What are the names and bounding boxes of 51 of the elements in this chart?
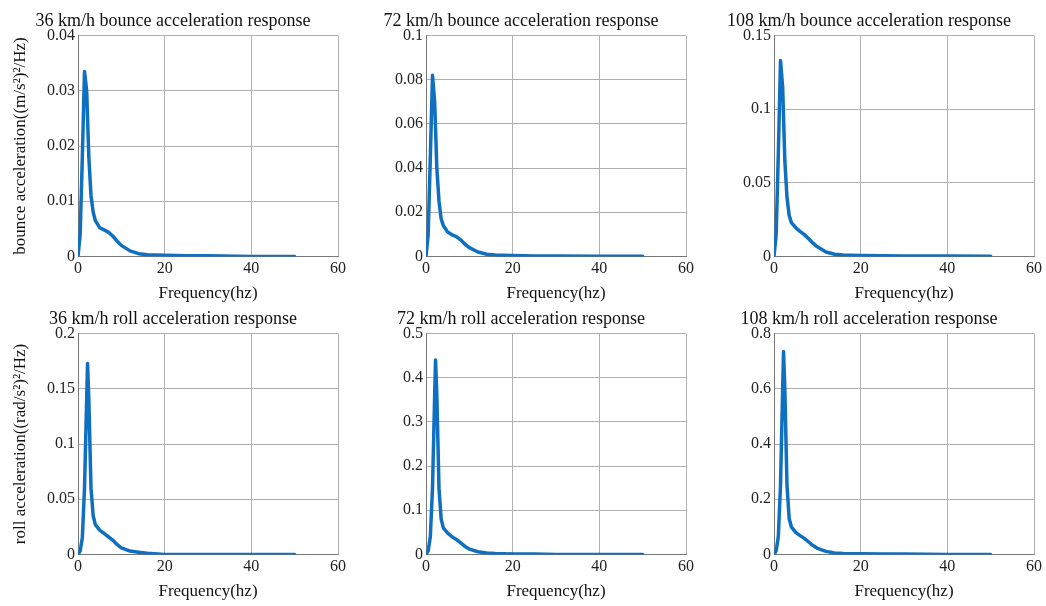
x-tick-label: 20: [504, 259, 521, 277]
y-tick-label: 0: [67, 544, 75, 562]
x-tick-label: 20: [156, 557, 173, 575]
x-tick-label: 40: [939, 557, 956, 575]
x-axis-title: Frequency(hz): [506, 283, 606, 303]
y-tick-label: 0.3: [403, 412, 423, 430]
x-tick-label: 40: [939, 259, 956, 277]
y-axis-title: roll acceleration((rad/s²)²/Hz): [9, 343, 29, 545]
y-axis-title: bounce acceleration((m/s²)²/Hz): [9, 37, 29, 255]
x-axis-title: Frequency(hz): [158, 283, 258, 303]
x-axis-title: Frequency(hz): [506, 581, 606, 601]
x-tick-label: 60: [330, 557, 346, 575]
y-tick-label: 0.2: [751, 489, 771, 507]
x-tick-label: 20: [852, 259, 869, 277]
y-tick-label: 0.05: [743, 173, 771, 190]
y-tick-label: 0: [415, 544, 423, 562]
y-tick-label: 0.03: [47, 81, 75, 98]
y-tick-label: 0.04: [395, 158, 423, 176]
y-tick-label: 0.1: [751, 99, 771, 117]
y-tick-label: 0.6: [751, 379, 771, 396]
y-tick-label: 0: [763, 544, 771, 562]
x-tick-label: 60: [678, 557, 694, 575]
x-axis-title: Frequency(hz): [158, 581, 258, 601]
y-tick-label: 0.4: [751, 434, 771, 452]
y-tick-label: 0.05: [47, 489, 75, 507]
y-tick-label: 0: [763, 246, 771, 264]
x-tick-label: 60: [1026, 557, 1042, 575]
x-axis-title: Frequency(hz): [854, 283, 954, 303]
x-tick-label: 40: [591, 259, 608, 277]
x-tick-label: 20: [156, 259, 173, 277]
y-tick-label: 0.1: [55, 434, 75, 452]
y-tick-label: 0.15: [47, 379, 75, 396]
y-tick-label: 0.01: [47, 191, 75, 209]
x-tick-label: 40: [243, 259, 260, 277]
y-tick-label: 0: [67, 246, 75, 264]
y-tick-label: 0.02: [395, 202, 423, 220]
y-tick-label: 0.06: [395, 114, 423, 132]
x-tick-label: 60: [330, 259, 346, 277]
y-tick-label: 0.4: [403, 367, 423, 385]
x-tick-label: 60: [678, 259, 694, 277]
x-tick-label: 40: [591, 557, 608, 575]
y-tick-label: 0.08: [395, 69, 423, 87]
x-tick-label: 40: [243, 557, 260, 575]
y-tick-label: 0.02: [47, 136, 75, 154]
y-tick-label: 0: [415, 246, 423, 264]
y-tick-label: 0.2: [403, 456, 423, 474]
x-tick-label: 20: [504, 557, 521, 575]
x-tick-label: 20: [852, 557, 869, 575]
y-tick-label: 0.1: [403, 500, 423, 518]
x-axis-title: Frequency(hz): [854, 581, 954, 601]
x-tick-label: 60: [1026, 259, 1042, 277]
